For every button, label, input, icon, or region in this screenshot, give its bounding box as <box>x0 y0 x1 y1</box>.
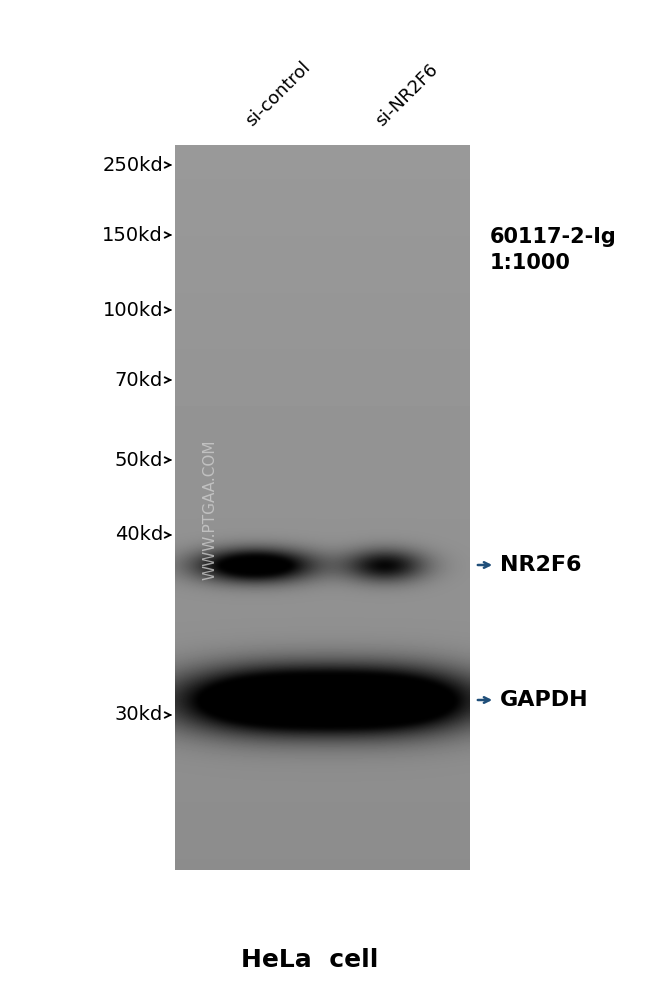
Text: 100kd: 100kd <box>103 301 163 320</box>
Text: 50kd: 50kd <box>114 451 163 470</box>
Text: 150kd: 150kd <box>102 225 163 244</box>
Text: 30kd: 30kd <box>115 705 163 724</box>
Text: GAPDH: GAPDH <box>500 690 589 710</box>
Text: si-NR2F6: si-NR2F6 <box>372 60 441 130</box>
Text: HeLa  cell: HeLa cell <box>241 948 379 972</box>
Text: NR2F6: NR2F6 <box>500 555 582 575</box>
Text: 250kd: 250kd <box>102 155 163 174</box>
Text: 70kd: 70kd <box>115 371 163 390</box>
Text: 40kd: 40kd <box>115 525 163 544</box>
Text: si-control: si-control <box>242 58 314 130</box>
Text: WWW.PTGAA.COM: WWW.PTGAA.COM <box>203 440 218 580</box>
Text: 60117-2-Ig
1:1000: 60117-2-Ig 1:1000 <box>490 226 617 274</box>
